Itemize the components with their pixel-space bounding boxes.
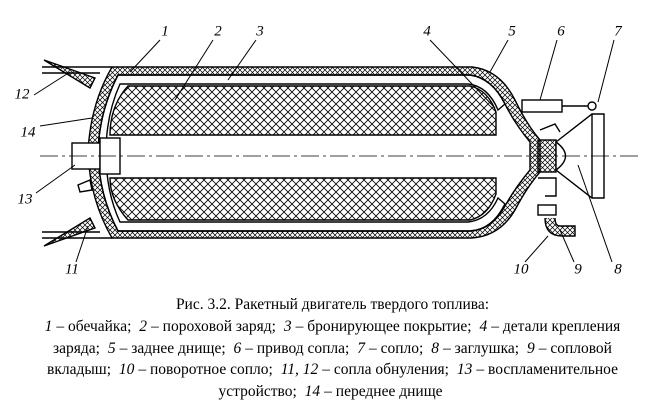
legend-number: 5 <box>107 339 116 357</box>
legend-text: – бронирующее покрытие; <box>295 317 472 335</box>
legend-item: 6– привод сопла; <box>234 340 350 357</box>
legend-text: – заглушка; <box>442 339 520 357</box>
callout-label: 1 <box>161 23 169 39</box>
legend-text: – сопла обнуления; <box>322 361 449 379</box>
legend-item: 2– пороховой заряд; <box>139 318 276 335</box>
legend-item: 13– воспламенительное устройство; <box>218 361 618 400</box>
legend-number: 9 <box>526 339 535 357</box>
legend-number: 7 <box>357 339 365 357</box>
legend-text: – воспламенительное устройство; <box>218 361 618 401</box>
callout-label: 7 <box>614 23 623 39</box>
legend-item: 3– бронирующее покрытие; <box>284 318 472 335</box>
engine-drawing <box>40 59 640 247</box>
legend-item: 4– детали крепления заряда; <box>53 318 620 357</box>
callout-label: 3 <box>255 23 264 39</box>
callout-label: 5 <box>508 23 516 39</box>
legend-number: 1 <box>44 317 53 335</box>
legend-item: 11, 12– сопла обнуления; <box>281 361 449 378</box>
legend-text: – сопло; <box>368 339 424 357</box>
callout-label: 14 <box>21 124 37 140</box>
caption-title: Рис. 3.2. Ракетный двигатель твердого то… <box>175 296 490 313</box>
legend-text: – обечайка; <box>56 317 132 335</box>
callout-label: 2 <box>214 23 222 39</box>
legend-item: 10– поворотное сопло; <box>119 361 273 378</box>
legend-item: 1– обечайка; <box>45 318 132 335</box>
callout-label: 8 <box>614 261 622 277</box>
legend-text: – сопловой вкладыш; <box>47 339 612 379</box>
callout-label: 12 <box>15 86 31 102</box>
callout-label: 10 <box>514 261 530 277</box>
legend-text: – привод сопла; <box>245 339 350 357</box>
caption: Рис. 3.2. Ракетный двигатель твердого то… <box>30 294 635 403</box>
callout-label: 4 <box>423 23 431 39</box>
legend-number: 4 <box>479 317 488 335</box>
legend-number: 14 <box>304 383 321 401</box>
legend-number: 2 <box>139 317 148 335</box>
legend-item: 5– заднее днище; <box>108 340 226 357</box>
callout-label: 13 <box>18 191 33 207</box>
legend-text: – поворотное сопло; <box>138 361 273 379</box>
legend-text: – детали крепления заряда; <box>53 317 621 357</box>
legend-number: 8 <box>431 339 439 357</box>
caption-legend: 1– обечайка; 2– пороховой заряд; 3– брон… <box>30 316 635 403</box>
legend-item: 7– сопло; <box>357 340 423 357</box>
legend-number: 6 <box>233 339 242 357</box>
legend-text: – пороховой заряд; <box>151 317 276 335</box>
callout-label: 9 <box>574 261 582 277</box>
legend-item: 9– сопловой вкладыш; <box>47 340 612 379</box>
callout-label: 11 <box>65 261 79 277</box>
legend-number: 10 <box>118 361 135 379</box>
legend-item: 14– переднее днище <box>305 383 443 400</box>
legend-item: 8– заглушка; <box>431 340 519 357</box>
legend-text: – переднее днище <box>324 383 443 401</box>
legend-text: – заднее днище; <box>119 339 226 357</box>
leader-lines <box>33 39 615 263</box>
callout-label: 6 <box>557 23 565 39</box>
legend-number: 3 <box>283 317 292 335</box>
legend-number: 13 <box>456 361 473 379</box>
legend-number: 11, 12 <box>280 361 319 379</box>
